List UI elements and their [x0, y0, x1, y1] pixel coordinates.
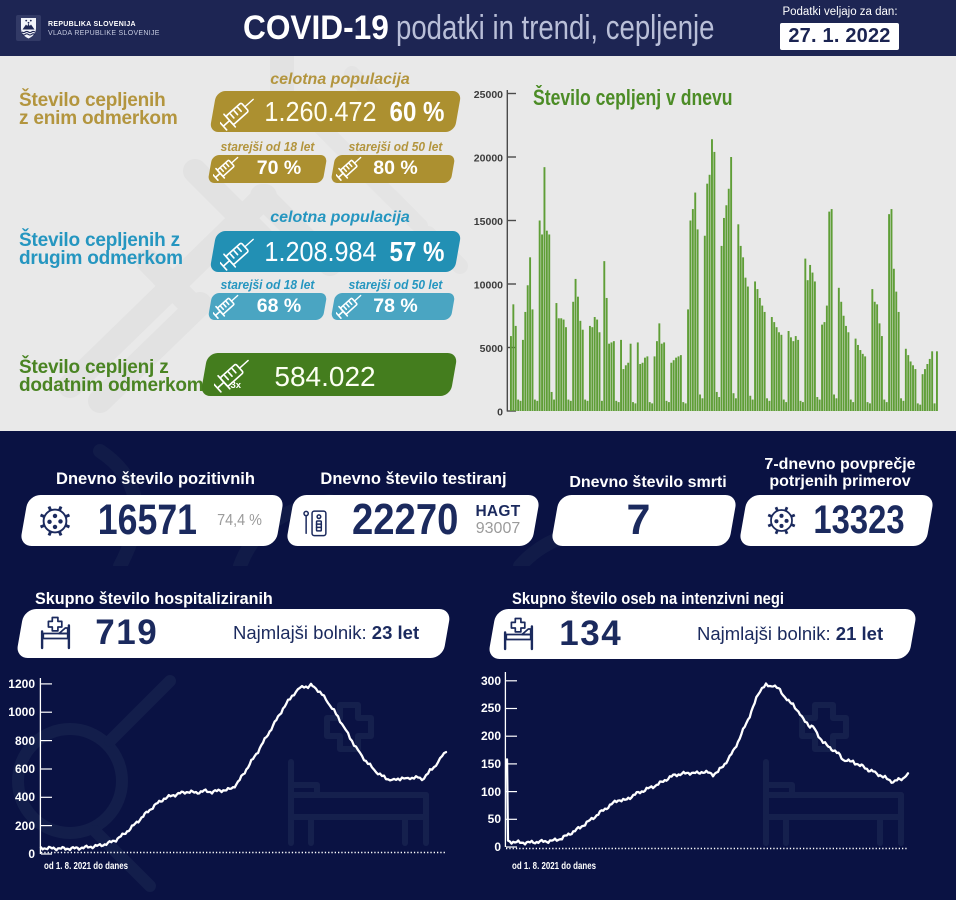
svg-text:250: 250 [481, 701, 501, 715]
svg-text:1200: 1200 [8, 677, 35, 691]
svg-text:0: 0 [497, 407, 503, 419]
svg-text:od 1. 8. 2021 do danes: od 1. 8. 2021 do danes [512, 860, 596, 872]
svg-text:800: 800 [15, 734, 35, 748]
svg-text:200: 200 [481, 729, 501, 743]
svg-text:150: 150 [481, 757, 501, 771]
svg-text:50: 50 [488, 812, 502, 826]
svg-text:5000: 5000 [480, 343, 504, 355]
svg-text:3x: 3x [231, 380, 242, 391]
svg-text:15000: 15000 [474, 216, 503, 228]
svg-text:20000: 20000 [474, 153, 503, 165]
svg-text:0: 0 [28, 847, 35, 861]
svg-text:200: 200 [15, 819, 35, 833]
svg-text:300: 300 [481, 674, 501, 688]
svg-text:1000: 1000 [8, 705, 35, 719]
svg-text:od 1. 8. 2021 do danes: od 1. 8. 2021 do danes [44, 860, 128, 872]
svg-text:25000: 25000 [474, 89, 503, 101]
svg-text:100: 100 [481, 785, 501, 799]
svg-text:400: 400 [15, 790, 35, 804]
svg-text:0: 0 [494, 840, 501, 854]
svg-text:10000: 10000 [474, 280, 503, 292]
svg-text:600: 600 [15, 762, 35, 776]
